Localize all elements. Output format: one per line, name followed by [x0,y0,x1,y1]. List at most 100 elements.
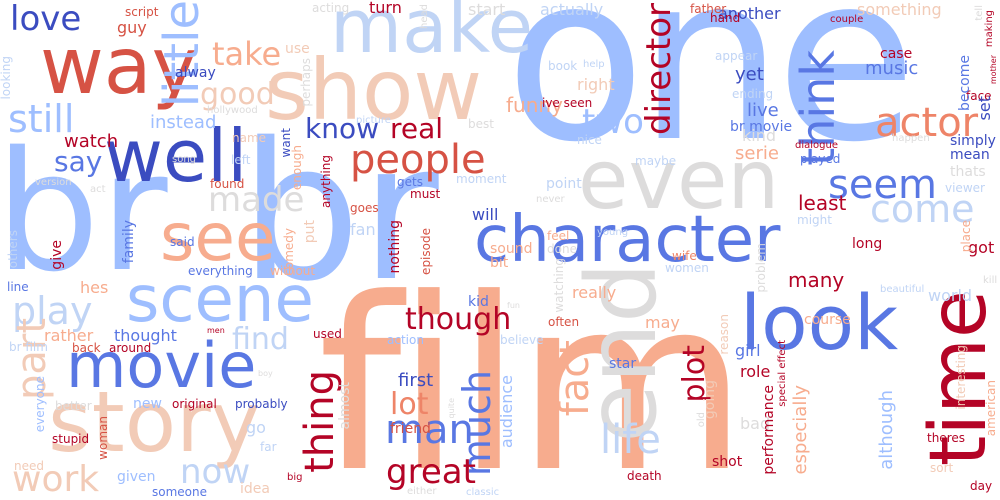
word-scene: scene [126,263,314,337]
word-especially: especially [790,385,811,475]
word-see: see [160,199,276,276]
word-girl: girl [735,341,761,360]
word-couple: couple [830,14,864,25]
word-make: make [330,0,534,70]
word-original: original [172,397,217,411]
word-problem: problem [754,243,768,293]
word-might: might [797,213,832,227]
word-movie: movie [66,329,257,402]
word-give: give [49,240,65,270]
word-go: go [246,418,266,437]
word-action: action [387,333,424,347]
word-appear: appear [715,49,758,63]
word-work: work [12,459,100,500]
word-mean: mean [950,147,990,163]
word-performance: performance [761,385,777,475]
word-br-left: br [0,116,168,308]
word-men: men [207,326,225,335]
word-feel: feel [547,229,570,243]
word-right: right [577,75,615,94]
word-use: use [285,41,310,57]
word-got: got [968,238,995,257]
word-great: great [386,452,476,492]
word-lot: lot [390,387,429,422]
word-episode: episode [419,228,433,275]
word-role: role [740,362,771,381]
word-one: one [505,0,917,193]
word-big: big [287,472,303,483]
word-song: song [172,154,197,165]
word-actually: actually [540,0,604,19]
word-father: father [690,2,727,16]
word-say: say [54,145,103,178]
word-probably: probably [235,397,288,411]
word-kind: kind [742,126,777,145]
word-head: head [419,4,430,29]
word-happen: happen [892,133,930,144]
word-believe: believe [500,333,544,347]
word-acting: acting [312,1,350,15]
word-book: book [548,59,578,73]
word-often: often [548,315,580,329]
word-made: made [208,180,305,220]
word-american: american [984,380,998,437]
word-thats: thats [950,164,986,180]
word-br-big: br [240,102,439,323]
word-play: play [12,289,93,333]
word-picture: picture [356,115,391,126]
word-death: death [627,469,662,483]
word-star: star [609,356,637,372]
word-mother: mother [989,55,998,85]
word-world: world [928,286,973,305]
word-hand: hand [710,11,741,25]
word-line: line [7,280,29,294]
word-way: way [40,22,198,112]
word-though: though [405,302,512,337]
word-viewer: viewer [945,181,985,195]
word-put: put [302,220,318,244]
word-thing: thing [297,370,343,473]
word-bit: bit [490,255,509,271]
word-script: script [125,5,159,19]
word-simply: simply [950,133,996,149]
word-anything: anything [319,155,333,208]
word-least: least [798,191,847,215]
word-said: said [170,235,195,249]
word-find: find [232,322,289,357]
word-family: family [121,220,137,264]
word-better: better [55,399,92,413]
word-place: place [959,220,973,253]
word-help: help [583,59,605,70]
word-now: now [180,452,251,492]
word-live: live [747,100,779,121]
word-young: young [597,227,629,238]
word-another: another [718,4,781,23]
word-br-movie: br movie [730,119,793,135]
word-start: start [468,0,506,19]
word-audience: audience [497,375,516,449]
word-around: around [109,341,152,355]
word-become: become [957,55,973,112]
word-many: many [788,268,845,292]
word-show: show [265,41,483,139]
word-yet: yet [735,64,764,85]
word-idea: idea [240,481,270,497]
word-may: may [645,313,680,332]
word-hollywood: hollywood [207,105,258,116]
word-used: used [313,327,342,341]
word-course: course [804,312,851,328]
word-ive-seen: ive seen [542,96,593,110]
word-kid: kid [468,294,489,310]
word-looking: looking [0,56,13,100]
word-stupid: stupid [52,432,90,446]
word-special-effect: special effect [777,340,788,407]
word-given: given [117,469,156,485]
word-going: going [702,380,718,420]
word-moment: moment [456,172,507,186]
word-always: alway [175,65,216,81]
word-well: well [104,114,248,198]
word-friend: friend [390,421,431,437]
word-classic: classic [466,487,500,498]
word-guy: guy [117,18,147,37]
word-come: come [870,187,975,231]
